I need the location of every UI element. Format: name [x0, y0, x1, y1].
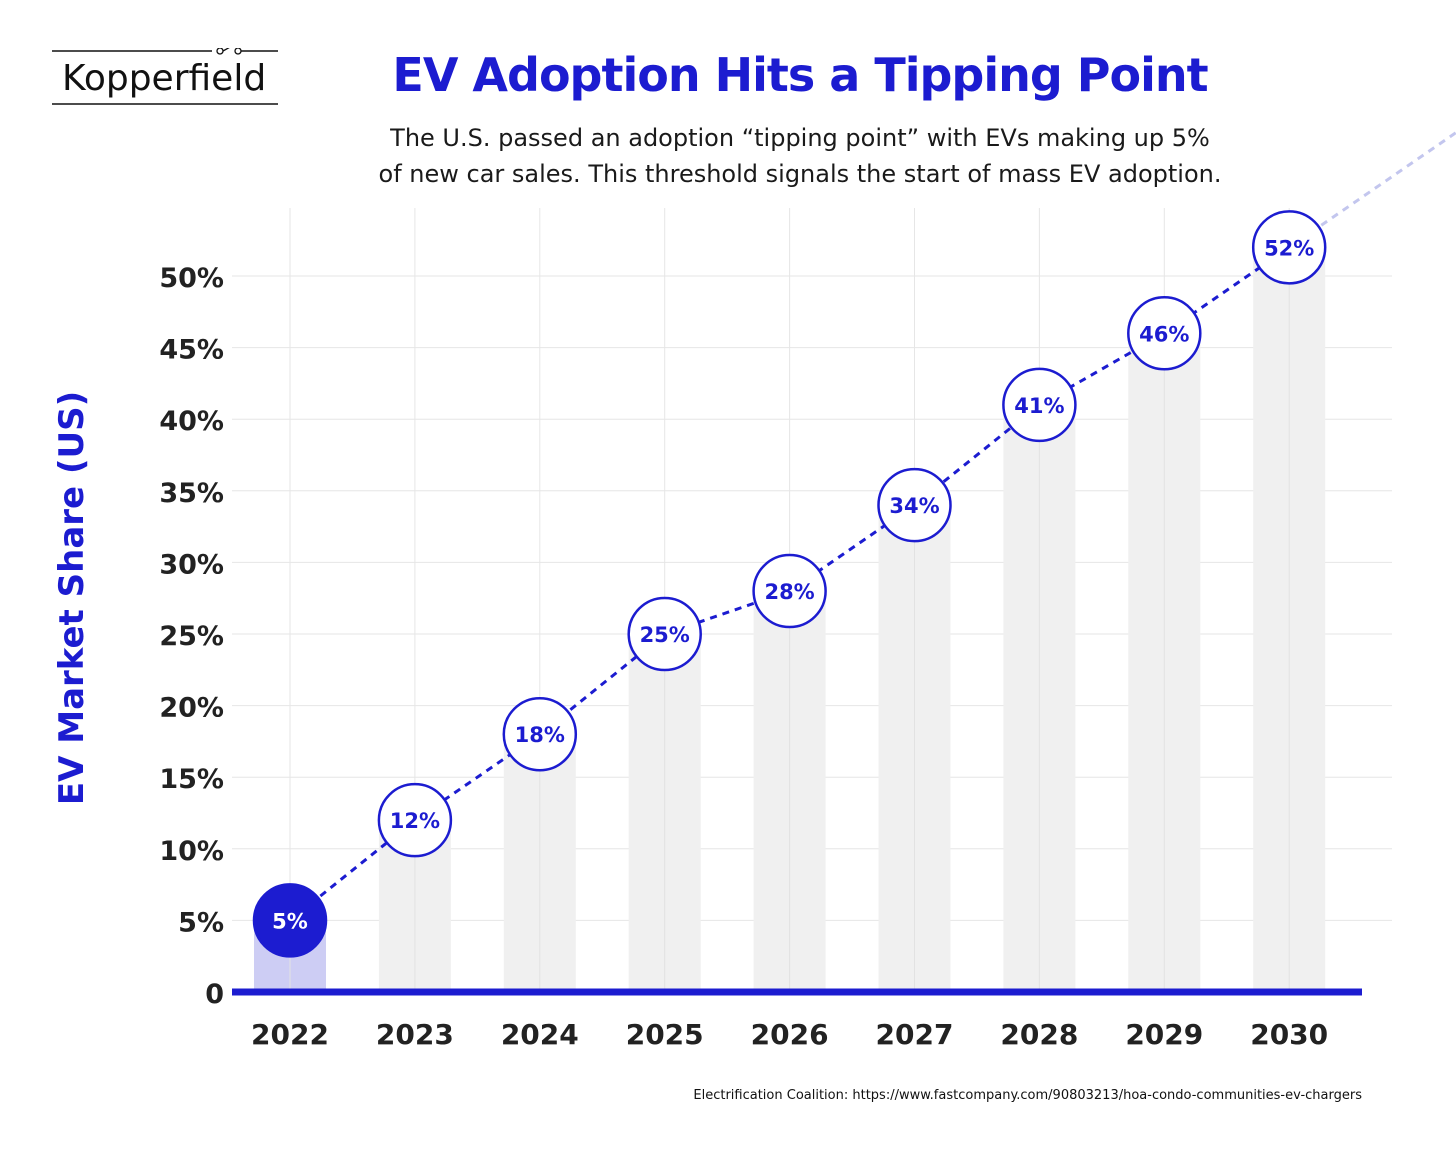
subtitle-line: The U.S. passed an adoption “tipping poi…: [390, 124, 1210, 152]
data-point: [1002, 367, 1077, 443]
data-point: [377, 782, 453, 858]
data-point: [1127, 296, 1202, 371]
y-tick-label: 45%: [159, 335, 224, 366]
x-tick-label: 2030: [1250, 1018, 1328, 1051]
logo-frame: [52, 48, 278, 105]
x-tick-label: 2027: [876, 1018, 954, 1051]
data-label: 41%: [1014, 394, 1064, 418]
data-label: 25%: [640, 623, 690, 647]
data-label: 18%: [515, 723, 565, 747]
y-tick-label: 30%: [159, 549, 224, 580]
data-label: 28%: [764, 580, 814, 604]
x-tick-label: 2029: [1125, 1018, 1203, 1051]
source-note: Electrification Coalition: https://www.f…: [693, 1088, 1362, 1103]
subtitle-line: of new car sales. This threshold signals…: [378, 160, 1222, 188]
data-label: 46%: [1139, 322, 1189, 346]
x-tick-label: 2028: [1000, 1018, 1078, 1051]
y-tick-label: 5%: [178, 907, 224, 938]
y-tick-label: 35%: [159, 478, 224, 509]
x-tick-label: 2022: [251, 1018, 329, 1051]
chart-subtitle: The U.S. passed an adoption “tipping poi…: [330, 120, 1270, 192]
x-tick-label: 2023: [376, 1018, 454, 1051]
data-label: 12%: [390, 809, 440, 833]
y-tick-label: 20%: [159, 693, 224, 724]
logo-text: Kopperfield: [62, 58, 267, 99]
y-tick-label: 40%: [159, 406, 224, 437]
data-label: 34%: [889, 494, 939, 518]
kopperfield-logo: Kopperfield: [52, 48, 278, 106]
y-tick-label: 0: [205, 979, 224, 1010]
y-tick-label: 15%: [159, 764, 224, 795]
data-label: 5%: [272, 909, 308, 933]
data-point: [252, 883, 328, 958]
data-point: [1251, 210, 1327, 285]
data-point: [877, 467, 952, 543]
y-tick-label: 10%: [159, 836, 224, 867]
trend-extension: [1288, 130, 1456, 249]
x-tick-label: 2025: [626, 1018, 704, 1051]
x-tick-label: 2026: [751, 1018, 829, 1051]
y-tick-label: 25%: [159, 621, 224, 652]
chart-title: EV Adoption Hits a Tipping Point: [392, 48, 1208, 102]
y-tick-label: 50%: [159, 263, 224, 294]
x-tick-label: 2024: [501, 1018, 579, 1051]
data-point: [502, 696, 578, 772]
data-point: [752, 553, 827, 629]
data-label: 52%: [1264, 236, 1314, 260]
data-point: [627, 596, 702, 672]
